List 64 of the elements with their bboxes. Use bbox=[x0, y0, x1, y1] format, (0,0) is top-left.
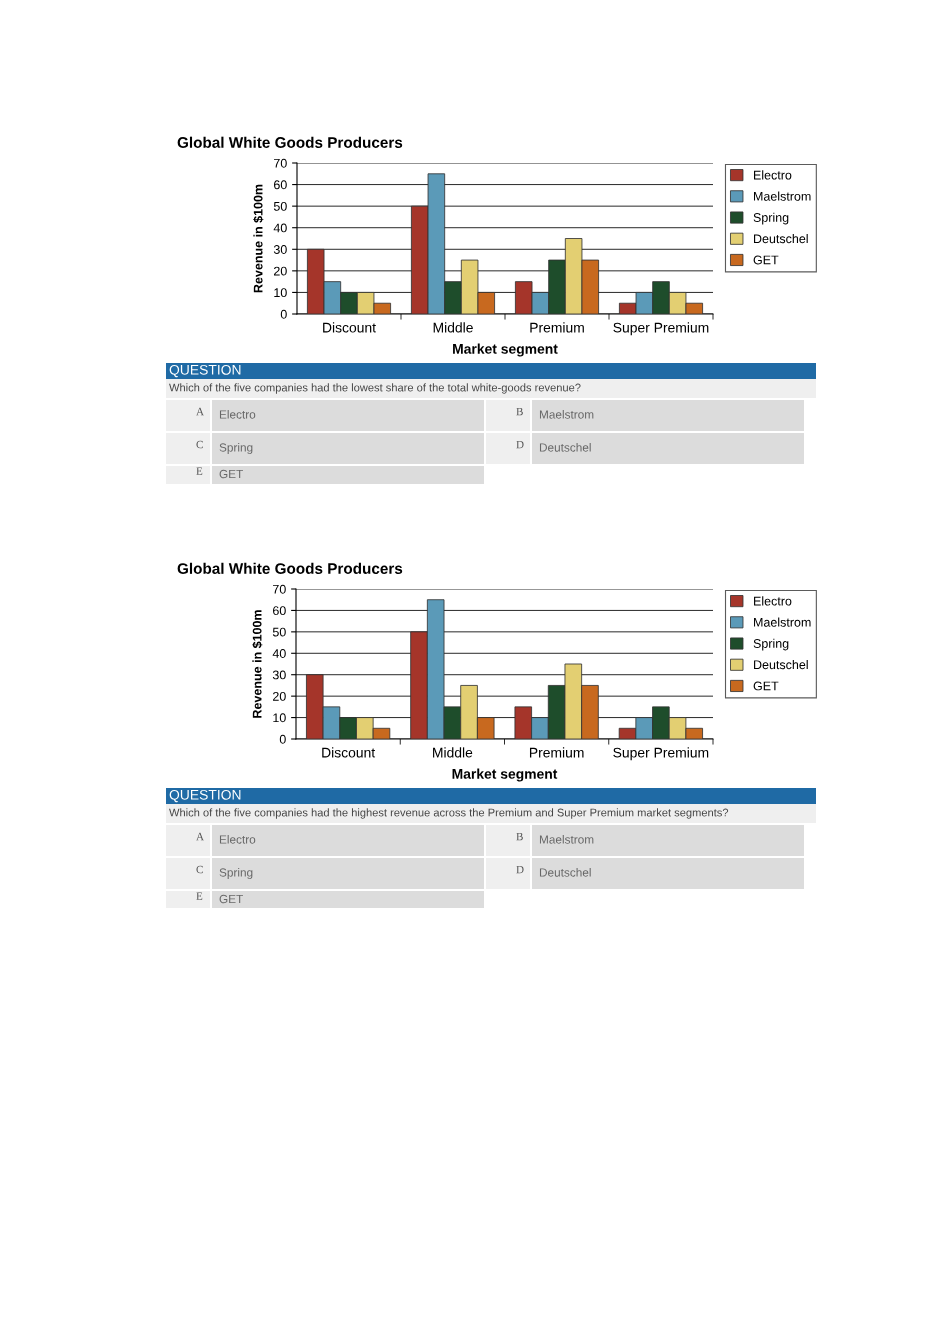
y-tick-label: 50 bbox=[272, 627, 286, 637]
legend-label: GET bbox=[753, 681, 779, 691]
legend-label: Spring bbox=[753, 638, 789, 651]
x-tick-label: Premium bbox=[529, 747, 584, 758]
text: D bbox=[516, 440, 524, 449]
text: C bbox=[196, 865, 203, 874]
legend-label: Deutschel bbox=[754, 233, 808, 244]
legend-label: Electro bbox=[754, 170, 792, 180]
legend-label: Electro bbox=[754, 596, 792, 606]
y-tick-label: 20 bbox=[273, 691, 286, 701]
y-axis-title: Revenue in $100m bbox=[252, 610, 263, 718]
y-tick-label: 60 bbox=[274, 180, 287, 190]
text: GET bbox=[219, 469, 243, 479]
y-tick-label: 10 bbox=[273, 713, 286, 723]
y-tick-label: 20 bbox=[274, 266, 287, 276]
y-axis-title: Revenue in $100m bbox=[253, 184, 264, 293]
text: Spring bbox=[219, 443, 253, 454]
y-tick-label: 60 bbox=[273, 606, 286, 616]
text: D bbox=[516, 865, 524, 874]
x-tick-label: Middle bbox=[433, 322, 473, 333]
x-axis-title: Market segment bbox=[453, 343, 558, 357]
chart-title: Global White Goods Producers bbox=[177, 562, 403, 574]
y-tick-label: 40 bbox=[272, 649, 286, 658]
text: A bbox=[196, 407, 204, 416]
legend-label: Deutschel bbox=[754, 659, 808, 670]
text: E bbox=[196, 467, 203, 475]
text: Spring bbox=[219, 868, 253, 879]
text: A bbox=[196, 832, 204, 841]
legend-label: Spring bbox=[753, 212, 789, 225]
text: B bbox=[516, 832, 523, 841]
y-tick-label: 40 bbox=[273, 223, 287, 233]
text: QUESTION bbox=[169, 789, 241, 803]
legend-label: Maelstrom bbox=[754, 191, 811, 201]
text: Deutschel bbox=[539, 868, 591, 877]
text: Maelstrom bbox=[539, 410, 594, 419]
chart-title: Global White Goods Producers bbox=[177, 136, 403, 148]
y-tick-label: 0 bbox=[279, 734, 286, 744]
x-tick-label: Discount bbox=[322, 747, 376, 758]
y-tick-label: 30 bbox=[272, 670, 286, 680]
y-tick-label: 50 bbox=[273, 201, 287, 211]
text: C bbox=[196, 440, 203, 449]
text: Maelstrom bbox=[539, 835, 594, 844]
x-tick-label: Premium bbox=[530, 322, 584, 333]
text: Deutschel bbox=[539, 443, 591, 452]
y-tick-label: 70 bbox=[274, 158, 287, 168]
legend-label: GET bbox=[753, 255, 779, 265]
legend-label: Maelstrom bbox=[754, 617, 811, 627]
x-tick-label: Super Premium bbox=[613, 747, 709, 761]
text: E bbox=[196, 892, 203, 900]
text: Which of the five companies had the lowest share of the total white-goods revenue? bbox=[169, 383, 581, 394]
x-tick-label: Middle bbox=[433, 747, 473, 758]
y-tick-label: 0 bbox=[280, 309, 287, 319]
text: GET bbox=[219, 894, 243, 904]
x-tick-label: Discount bbox=[323, 322, 376, 333]
text: Electro bbox=[219, 835, 256, 844]
y-tick-label: 30 bbox=[273, 245, 287, 254]
text: QUESTION bbox=[169, 364, 241, 378]
y-tick-label: 70 bbox=[273, 584, 286, 594]
text: Electro bbox=[219, 410, 256, 419]
x-axis-title: Market segment bbox=[452, 768, 558, 782]
text: Which of the five companies had the highest revenue across the Premium and Super Premium market segments? bbox=[169, 808, 729, 819]
text: B bbox=[516, 407, 523, 416]
y-tick-label: 10 bbox=[274, 288, 287, 298]
x-tick-label: Super Premium bbox=[613, 322, 709, 336]
